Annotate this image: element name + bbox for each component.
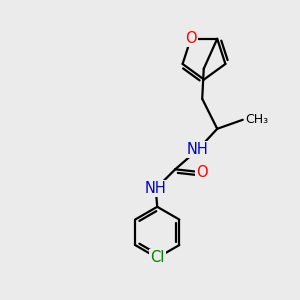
Text: CH₃: CH₃	[246, 113, 269, 126]
Text: NH: NH	[145, 181, 167, 196]
Text: Cl: Cl	[150, 250, 164, 265]
Text: O: O	[196, 165, 208, 180]
Text: NH: NH	[187, 142, 208, 157]
Text: O: O	[185, 31, 196, 46]
